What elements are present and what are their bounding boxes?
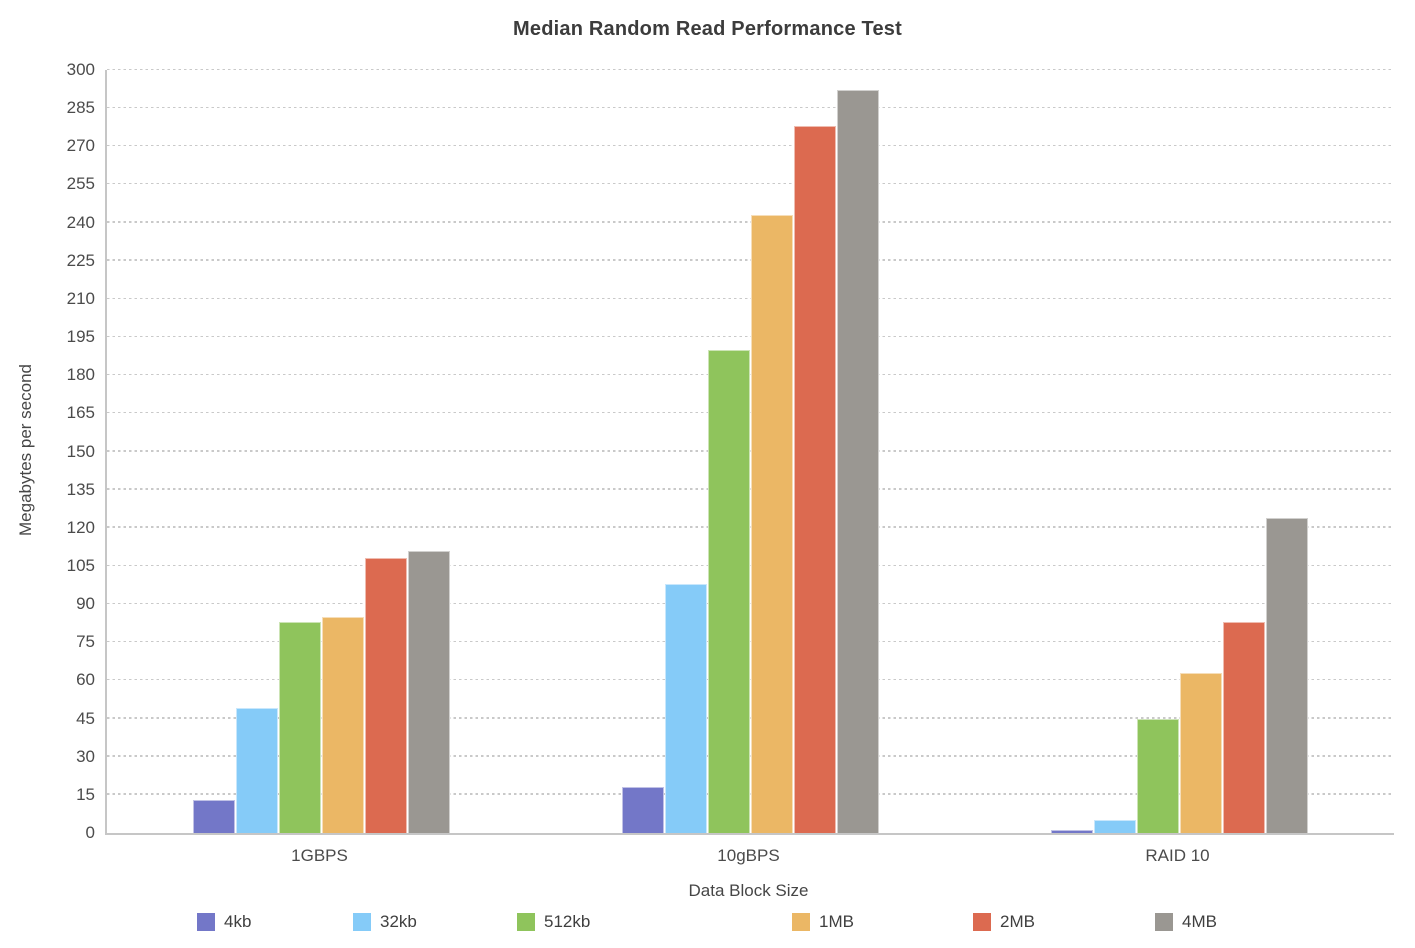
chart-title: Median Random Read Performance Test	[513, 18, 902, 40]
y-tick-label-240: 240	[66, 212, 95, 232]
gridline-y-195	[107, 335, 1394, 338]
legend-swatch-4MB	[1155, 913, 1173, 931]
y-tick-label-90: 90	[76, 594, 95, 614]
y-tick-label-270: 270	[66, 136, 95, 156]
y-tick-label-60: 60	[76, 670, 95, 690]
x-tick-label-1GBPS: 1GBPS	[291, 846, 348, 865]
y-tick-label-30: 30	[76, 746, 95, 766]
legend: 4kb 32kb 512kb 1MB 2MB 4MB	[0, 912, 1415, 938]
legend-label-32kb: 32kb	[380, 912, 417, 931]
y-axis-ticks: 0 15 30 45 60 75 90 105 120 135 150 165 180 195 210 225…	[0, 60, 95, 842]
gridline-y-225	[107, 259, 1394, 261]
legend-swatch-4kb	[197, 913, 215, 931]
gridline-y-150	[107, 450, 1394, 452]
gridline-y-285	[107, 106, 1394, 109]
y-tick-label-225: 225	[66, 250, 95, 270]
y-tick-label-285: 285	[66, 98, 95, 118]
bar-1GBPS-1MB	[322, 616, 364, 833]
bar-1GBPS-4MB	[408, 550, 450, 833]
y-tick-label-120: 120	[66, 517, 95, 537]
legend-item-4MB: 4MB	[1155, 912, 1217, 932]
y-tick-label-165: 165	[66, 403, 95, 423]
y-tick-label-210: 210	[66, 288, 95, 308]
bar-group-10gBPS	[536, 70, 965, 833]
plot-area	[105, 68, 1394, 835]
legend-item-2MB: 2MB	[973, 912, 1035, 932]
bar-1GBPS-512kb	[279, 621, 321, 833]
legend-item-512kb: 512kb	[517, 912, 590, 932]
legend-swatch-32kb	[353, 913, 371, 931]
legend-swatch-2MB	[973, 913, 991, 931]
y-tick-label-105: 105	[66, 555, 95, 575]
gridline-y-255	[107, 183, 1394, 185]
y-tick-label-180: 180	[66, 365, 95, 385]
gridline-y-60	[107, 679, 1394, 681]
gridline-y-135	[107, 488, 1394, 490]
bar-10gBPS-512kb	[708, 349, 750, 833]
y-tick-label-255: 255	[66, 174, 95, 194]
gridline-y-240	[107, 221, 1394, 223]
legend-label-4kb: 4kb	[224, 912, 252, 931]
x-tick-label-RAID 10: RAID 10	[1145, 846, 1210, 865]
gridline-y-165	[107, 411, 1394, 414]
gridline-y-300	[107, 68, 1394, 70]
bar-1GBPS-4kb	[193, 799, 235, 833]
y-tick-label-195: 195	[66, 327, 95, 347]
x-axis-ticks: 1GBPS 10gBPS RAID 10	[105, 845, 1392, 867]
gridline-y-105	[107, 564, 1394, 566]
legend-label-4MB: 4MB	[1182, 912, 1217, 931]
y-tick-label-75: 75	[76, 632, 95, 652]
legend-swatch-1MB	[792, 913, 810, 931]
x-axis-title: Data Block Size	[688, 881, 809, 900]
bar-RAID 10-2MB	[1223, 621, 1265, 833]
legend-label-2MB: 2MB	[1000, 912, 1035, 931]
bar-10gBPS-4MB	[837, 90, 879, 833]
gridline-y-75	[107, 640, 1394, 643]
bar-RAID 10-1MB	[1180, 672, 1222, 833]
legend-label-512kb: 512kb	[544, 912, 591, 931]
bar-RAID 10-512kb	[1137, 718, 1179, 833]
legend-label-1MB: 1MB	[819, 912, 854, 931]
gridline-y-270	[107, 144, 1394, 147]
y-tick-label-300: 300	[66, 60, 95, 79]
bar-RAID 10-4MB	[1266, 517, 1308, 833]
gridline-y-210	[107, 297, 1394, 299]
bar-RAID 10-32kb	[1094, 820, 1136, 833]
gridline-y-90	[107, 602, 1394, 605]
legend-item-4kb: 4kb	[197, 912, 251, 932]
legend-item-32kb: 32kb	[353, 912, 417, 932]
gridline-y-45	[107, 717, 1394, 719]
gridline-y-30	[107, 755, 1394, 757]
x-tick-label-10gBPS: 10gBPS	[717, 846, 780, 865]
gridline-y-180	[107, 373, 1394, 376]
bar-group-1GBPS	[107, 70, 536, 833]
y-tick-label-135: 135	[66, 479, 95, 499]
y-tick-label-0: 0	[85, 823, 95, 842]
bar-RAID 10-4kb	[1051, 830, 1093, 833]
legend-item-1MB: 1MB	[792, 912, 854, 932]
y-tick-label-150: 150	[66, 441, 95, 461]
bar-10gBPS-1MB	[751, 214, 793, 833]
bar-1GBPS-32kb	[236, 708, 278, 833]
y-tick-label-45: 45	[76, 708, 95, 728]
bar-10gBPS-2MB	[794, 125, 836, 833]
bar-10gBPS-4kb	[622, 787, 664, 833]
bar-10gBPS-32kb	[665, 583, 707, 833]
gridline-y-120	[107, 526, 1394, 528]
gridline-y-15	[107, 793, 1394, 795]
y-tick-label-15: 15	[76, 784, 95, 804]
legend-swatch-512kb	[517, 913, 535, 931]
bar-group-RAID 10	[965, 70, 1394, 833]
bar-1GBPS-2MB	[365, 558, 407, 833]
